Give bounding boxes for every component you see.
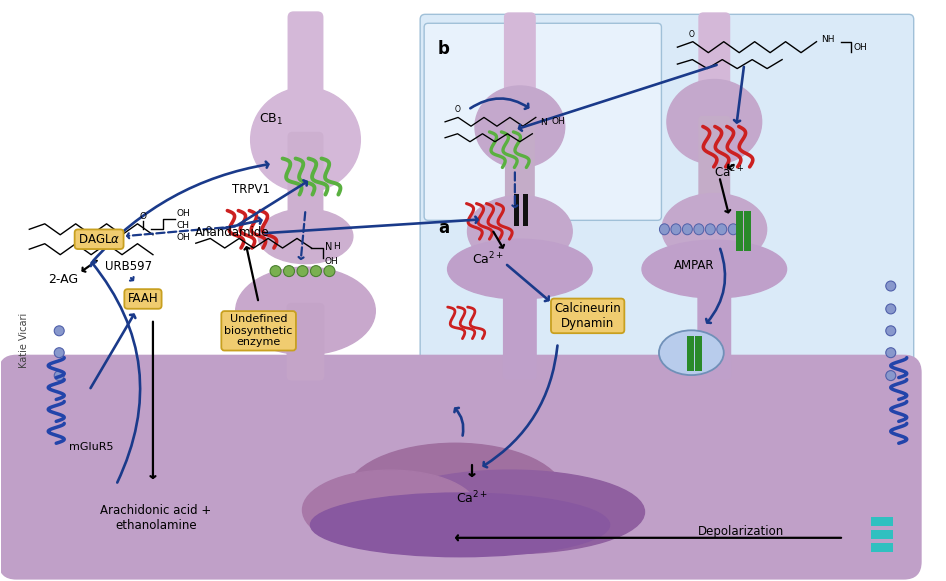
Ellipse shape <box>236 267 376 354</box>
Text: O: O <box>455 105 461 114</box>
Ellipse shape <box>885 281 896 291</box>
Ellipse shape <box>642 240 786 298</box>
FancyBboxPatch shape <box>697 262 731 379</box>
Bar <box>523 195 528 227</box>
Text: URB597: URB597 <box>105 260 152 272</box>
Bar <box>736 211 743 251</box>
Ellipse shape <box>693 224 704 235</box>
Ellipse shape <box>376 470 644 554</box>
Text: DAGL$\alpha$: DAGL$\alpha$ <box>78 233 120 246</box>
FancyBboxPatch shape <box>288 12 324 118</box>
Text: OH: OH <box>552 117 566 126</box>
FancyBboxPatch shape <box>287 303 324 381</box>
Text: a: a <box>438 220 449 238</box>
Bar <box>871 543 893 552</box>
FancyBboxPatch shape <box>505 120 534 206</box>
Ellipse shape <box>310 493 609 557</box>
Bar <box>871 517 893 526</box>
Ellipse shape <box>885 304 896 314</box>
Ellipse shape <box>54 347 64 358</box>
Text: CB$_1$: CB$_1$ <box>258 112 283 127</box>
Ellipse shape <box>251 88 360 192</box>
Bar <box>745 211 751 251</box>
Text: O: O <box>206 226 212 235</box>
Ellipse shape <box>717 224 727 235</box>
Ellipse shape <box>54 371 64 381</box>
Text: Calcineurin
Dynamin: Calcineurin Dynamin <box>554 302 621 330</box>
Text: Ca$^{2+}$: Ca$^{2+}$ <box>714 163 745 180</box>
Ellipse shape <box>885 371 896 381</box>
Ellipse shape <box>284 266 294 277</box>
Bar <box>695 336 702 371</box>
Ellipse shape <box>345 443 565 547</box>
Ellipse shape <box>662 193 766 265</box>
Text: mGluR5: mGluR5 <box>69 442 114 452</box>
Ellipse shape <box>324 266 335 277</box>
Text: AMPAR: AMPAR <box>674 259 714 272</box>
Text: b: b <box>438 40 450 58</box>
Text: $\mathregular{N}$: $\mathregular{N}$ <box>540 116 548 127</box>
Text: 2-AG: 2-AG <box>48 272 79 285</box>
Ellipse shape <box>467 195 572 267</box>
Ellipse shape <box>310 266 322 277</box>
FancyBboxPatch shape <box>698 12 730 97</box>
Ellipse shape <box>447 239 592 299</box>
Text: O: O <box>139 212 147 221</box>
Text: NH: NH <box>821 35 835 44</box>
Ellipse shape <box>671 224 681 235</box>
Text: $\mathregular{N}$: $\mathregular{N}$ <box>324 240 333 252</box>
Text: OH: OH <box>177 209 191 218</box>
Ellipse shape <box>659 331 724 375</box>
Text: FAAH: FAAH <box>128 292 158 306</box>
Text: Katie Vicari: Katie Vicari <box>19 313 29 368</box>
Ellipse shape <box>885 347 896 358</box>
Text: OH: OH <box>853 43 867 52</box>
Ellipse shape <box>659 224 670 235</box>
FancyBboxPatch shape <box>288 132 324 227</box>
Ellipse shape <box>667 80 762 164</box>
Text: O: O <box>689 30 694 39</box>
Text: CH: CH <box>177 221 190 230</box>
Text: OH: OH <box>324 257 338 267</box>
Ellipse shape <box>303 470 478 550</box>
Bar <box>514 195 519 227</box>
Bar <box>688 336 693 371</box>
FancyBboxPatch shape <box>420 15 914 566</box>
Ellipse shape <box>706 224 715 235</box>
Ellipse shape <box>271 266 281 277</box>
Ellipse shape <box>297 266 308 277</box>
Text: Arachidonic acid +
ethanolamine: Arachidonic acid + ethanolamine <box>100 504 212 532</box>
Text: Depolarization: Depolarization <box>698 525 784 539</box>
Ellipse shape <box>475 86 565 167</box>
Text: H: H <box>333 242 341 250</box>
FancyBboxPatch shape <box>698 116 730 203</box>
Ellipse shape <box>258 209 353 264</box>
FancyBboxPatch shape <box>0 354 921 580</box>
FancyBboxPatch shape <box>424 23 661 220</box>
Text: Anandamide: Anandamide <box>196 226 270 239</box>
Ellipse shape <box>885 326 896 336</box>
Text: OH: OH <box>177 233 191 242</box>
Bar <box>871 530 893 539</box>
Ellipse shape <box>728 224 738 235</box>
Text: Ca$^{2+}$: Ca$^{2+}$ <box>456 490 488 506</box>
Text: TRPV1: TRPV1 <box>232 184 270 196</box>
Text: Undefined
biosynthetic
enzyme: Undefined biosynthetic enzyme <box>224 314 293 347</box>
FancyBboxPatch shape <box>503 262 536 379</box>
Ellipse shape <box>54 326 64 336</box>
Text: Ca$^{2+}$: Ca$^{2+}$ <box>472 251 504 267</box>
Ellipse shape <box>682 224 692 235</box>
FancyBboxPatch shape <box>504 12 535 102</box>
